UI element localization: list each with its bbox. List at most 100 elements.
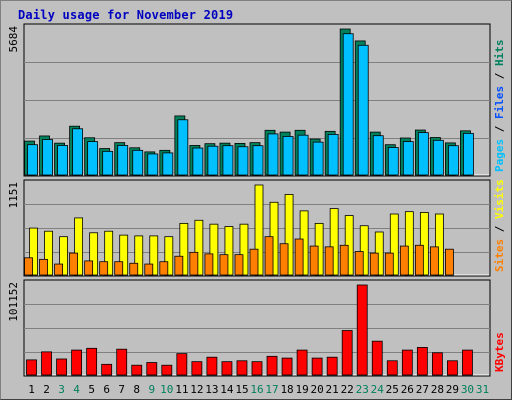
bar-visits (59, 236, 68, 276)
bar-kbytes (71, 349, 83, 376)
bar-files (372, 135, 384, 176)
legend-: / (493, 119, 506, 139)
bar-sites (189, 251, 199, 276)
x-tick-label: 27 (416, 383, 429, 396)
right-legend: KBytes (493, 332, 506, 372)
bar-files (162, 152, 174, 176)
x-tick-label: 20 (311, 383, 324, 396)
legend-: / (493, 219, 506, 239)
legend-files: Files (493, 86, 506, 119)
bar-sites (384, 252, 394, 276)
bar-files (102, 150, 114, 176)
bar-files (448, 145, 459, 176)
bar-visits (134, 235, 144, 276)
x-tick-label: 23 (356, 383, 369, 396)
bar-visits (74, 217, 84, 276)
bar-visits (329, 208, 339, 276)
x-tick-label: 11 (175, 383, 188, 396)
bar-files (207, 145, 219, 176)
bar-visits (359, 225, 369, 276)
bar-sites (24, 257, 33, 276)
bar-kbytes (431, 352, 443, 376)
bar-kbytes (101, 363, 113, 376)
x-tick-label: 12 (190, 383, 203, 396)
bar-visits (89, 232, 99, 276)
bar-kbytes (401, 349, 413, 376)
x-tick-label: 30 (461, 383, 474, 396)
y-max-label: 1151 (7, 182, 20, 209)
bar-visits (104, 230, 114, 276)
bar-kbytes (221, 361, 233, 376)
x-tick-label: 26 (401, 383, 414, 396)
bar-kbytes (236, 360, 248, 376)
bar-files (87, 141, 99, 176)
x-tick-label: 4 (73, 383, 80, 396)
right-legend: Sites / Visits (493, 179, 506, 272)
bar-kbytes (251, 361, 263, 376)
bar-files (282, 136, 294, 176)
bar-files (342, 33, 354, 176)
bar-kbytes (462, 349, 473, 376)
bar-files (463, 132, 474, 176)
bar-files (402, 141, 414, 176)
bar-sites (39, 258, 48, 276)
bar-visits (209, 223, 219, 276)
bar-visits (419, 212, 429, 276)
bar-sites (114, 261, 124, 276)
legend-kbytes: KBytes (493, 332, 506, 372)
bar-visits (194, 219, 204, 276)
bar-kbytes (41, 351, 52, 376)
bar-files (57, 145, 68, 176)
y-max-label: 5684 (7, 26, 20, 53)
bar-files (417, 132, 429, 176)
x-tick-label: 29 (446, 383, 459, 396)
x-tick-label: 24 (371, 383, 385, 396)
bar-files (237, 146, 249, 176)
bar-visits (284, 194, 294, 276)
bar-kbytes (326, 356, 338, 376)
bar-visits (239, 223, 249, 276)
x-tick-label: 6 (103, 383, 110, 396)
x-axis-labels: 1 2 3 4 5 6 7 8 9 10 11 12 13 14 15 16 17 18 19 20 21 22 23 24 2… (28, 383, 489, 396)
bar-sites (54, 263, 63, 276)
x-tick-label: 13 (205, 383, 218, 396)
bar-kbytes (176, 353, 188, 376)
bar-sites (354, 251, 364, 276)
bar-visits (434, 213, 444, 276)
x-tick-label: 15 (235, 383, 248, 396)
legend-: / (493, 66, 506, 86)
bar-kbytes (161, 364, 173, 376)
bar-kbytes (146, 362, 158, 376)
legend-visits: Visits (493, 179, 506, 219)
legend-pages: Pages (493, 139, 506, 172)
chart-title: Daily usage for November 2019 (18, 8, 234, 22)
x-tick-label: 18 (280, 383, 293, 396)
bar-kbytes (356, 284, 368, 376)
legend-sites: Sites (493, 239, 506, 272)
bar-files (132, 149, 144, 176)
x-tick-label: 16 (250, 383, 263, 396)
bar-sites (174, 255, 184, 276)
bar-visits (179, 222, 189, 276)
bar-sites (129, 262, 139, 276)
bar-files (42, 139, 53, 176)
bar-sites (69, 252, 79, 276)
panel-visits-sites: 1151 Sites / Visits (7, 179, 506, 277)
bar-visits (254, 184, 264, 276)
bar-sites (99, 261, 109, 276)
bar-visits (119, 234, 129, 276)
bar-files (27, 144, 38, 176)
bar-sites (324, 246, 334, 276)
x-tick-label: 14 (220, 383, 234, 396)
bar-sites (294, 238, 304, 276)
bar-sites (144, 263, 154, 276)
bar-sites (429, 246, 439, 276)
bar-visits (44, 230, 53, 276)
bar-kbytes (416, 347, 428, 376)
bar-sites (84, 260, 94, 276)
x-tick-label: 28 (431, 383, 444, 396)
x-tick-label: 2 (43, 383, 50, 396)
bar-files (357, 44, 369, 176)
bar-kbytes (341, 330, 353, 376)
bar-kbytes (206, 356, 218, 376)
